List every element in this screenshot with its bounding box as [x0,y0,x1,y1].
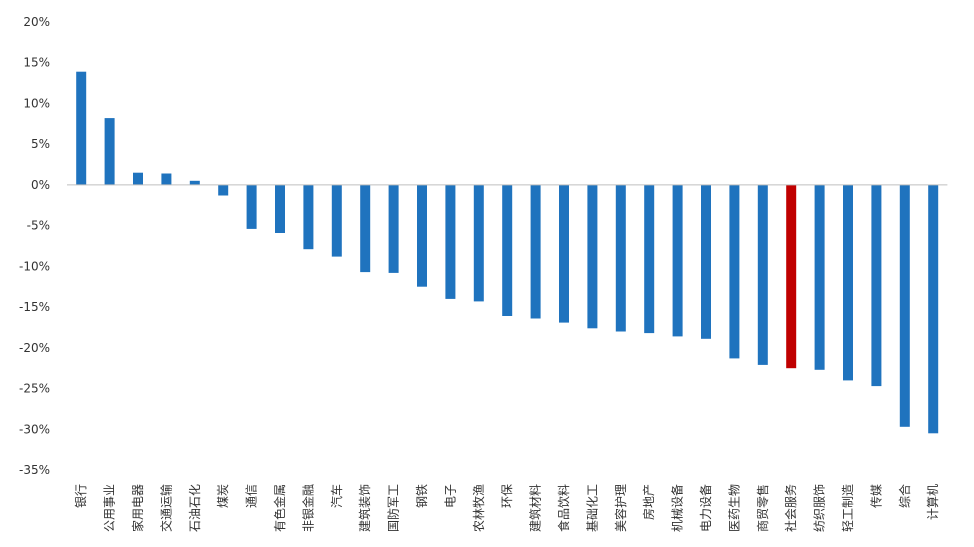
x-category-label: 综合 [897,484,912,508]
x-category-label: 社会服务 [783,484,798,532]
bar-15 [473,184,484,302]
x-category-label: 非银金融 [300,484,315,532]
bar-31 [928,184,939,434]
x-category-label: 通信 [245,484,259,508]
x-category-label: 基础化工 [585,484,599,532]
x-category-label: 汽车 [329,484,344,508]
y-tick-label: -15% [19,300,50,314]
bar-13 [417,184,427,287]
x-category-label: 食品饮料 [556,484,571,532]
bar-2 [104,118,115,185]
bar-28 [843,184,853,381]
x-category-label: 交通运输 [158,484,173,532]
y-tick-label: 5% [31,137,50,151]
bar-9 [303,184,314,250]
x-category-label: 钢铁 [415,484,429,508]
bar-4 [161,173,172,185]
x-category-label: 家用电器 [130,484,145,532]
bar-20 [615,184,626,332]
bar-19 [587,184,598,329]
x-category-label: 有色金属 [272,484,287,532]
bar-17 [530,184,541,319]
bar-10 [331,184,342,257]
x-category-label: 房地产 [641,484,656,520]
bar-30 [899,184,910,427]
x-category-label: 国防军工 [386,484,401,532]
x-category-label: 煤炭 [216,484,230,508]
bar-14 [445,184,456,299]
bar-23 [701,184,711,339]
y-tick-label: 20% [23,15,50,29]
y-tick-label: -25% [19,382,50,396]
x-category-label: 石油石化 [188,484,202,532]
bar-8 [275,184,285,233]
x-category-label: 环保 [500,484,514,508]
x-category-label: 商贸零售 [755,484,770,532]
x-category-label: 医药生物 [727,484,741,532]
bar-6 [218,184,229,196]
bar-11 [360,184,371,273]
bar-24 [729,184,740,359]
bar-18 [559,184,569,323]
y-tick-label: -10% [19,259,50,273]
y-tick-label: -35% [19,463,50,477]
bar-22 [672,184,683,337]
bar-16 [502,184,513,316]
bar-3 [133,172,143,185]
x-category-label: 电力设备 [699,484,713,532]
bar-7 [246,184,257,229]
y-tick-label: 0% [31,178,50,192]
x-category-label: 建筑材料 [528,484,543,532]
bar-26 [786,184,797,369]
x-category-label: 电子 [443,484,457,508]
y-tick-label: -20% [19,341,50,355]
x-category-label: 公用事业 [103,484,117,532]
x-axis-labels: 银行 公用事业 家用电器 交通运输 石油石化 煤炭 通信 有色金属 非银金融 汽车 建筑装饰 国防军工… [74,484,940,532]
x-category-label: 银行 [74,484,88,508]
bar-25 [757,184,768,365]
x-category-label: 机械设备 [670,484,685,532]
x-category-label: 传媒 [868,484,883,508]
y-tick-label: -5% [27,219,50,233]
bar-29 [871,184,882,387]
x-category-label: 纺织服饰 [813,484,827,532]
x-category-label: 轻工制造 [841,484,855,532]
x-category-label: 计算机 [925,484,940,520]
y-tick-label: -30% [19,422,50,436]
bar-21 [644,184,655,334]
y-axis-ticks: 20% 15% 10% 5% 0% -5% -10% -15% -20% -25% -30% -35% [19,15,50,477]
bar-1 [76,71,87,185]
x-category-label: 农林牧渔 [472,484,486,532]
y-tick-label: 10% [23,96,50,110]
bar-5 [189,180,200,185]
x-category-label: 建筑装饰 [357,484,372,532]
y-tick-label: 15% [23,56,50,70]
bar-27 [814,184,825,370]
bars [76,71,939,434]
x-category-label: 美容护理 [613,484,628,532]
bar-12 [388,184,399,273]
